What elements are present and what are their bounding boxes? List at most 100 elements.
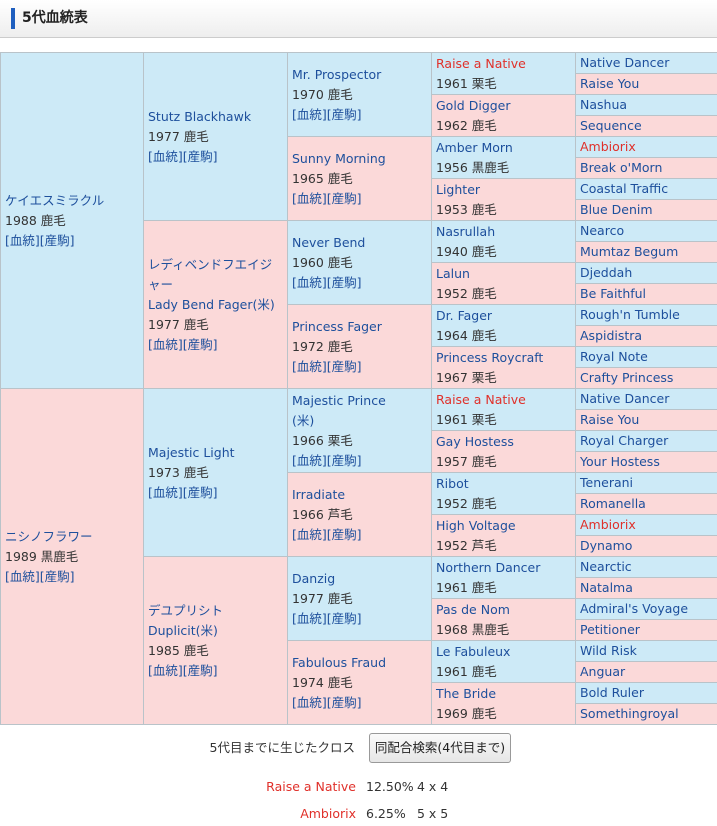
horse-name[interactable]: Nearctic [580, 559, 632, 574]
horse-name[interactable]: Dr. Fager [436, 307, 493, 323]
horse-link[interactable]: [血統] [292, 358, 327, 374]
horse-link[interactable]: [血統] [148, 484, 183, 500]
horse-link[interactable]: [血統] [5, 568, 40, 584]
horse-cell: Raise a Native 1961 栗毛 [431, 52, 576, 95]
horse-link[interactable]: [産駒] [326, 358, 362, 374]
horse-name[interactable]: Raise You [580, 412, 640, 427]
horse-name[interactable]: Gold Digger [436, 97, 511, 113]
horse-link[interactable]: [産駒] [182, 662, 218, 678]
horse-link[interactable]: [産駒] [182, 336, 218, 352]
horse-name[interactable]: Rough'n Tumble [580, 307, 680, 322]
horse-name[interactable]: Raise a Native [436, 55, 526, 71]
horse-name[interactable]: High Voltage [436, 517, 516, 533]
horse-name[interactable]: The Bride [436, 685, 497, 701]
horse-name[interactable]: Lighter [436, 181, 481, 197]
horse-link[interactable]: [血統] [292, 106, 327, 122]
horse-name[interactable]: Wild Risk [580, 643, 637, 658]
horse-cell: Le Fabuleux 1961 鹿毛 [431, 640, 576, 683]
horse-link[interactable]: [血統] [148, 662, 183, 678]
horse-name[interactable]: Raise a Native [436, 391, 526, 407]
horse-name[interactable]: Native Dancer [580, 391, 670, 406]
horse-name[interactable]: Pas de Nom [436, 601, 510, 617]
horse-link[interactable]: [血統] [148, 336, 183, 352]
horse-name[interactable]: Ribot [436, 475, 469, 491]
horse-name[interactable]: Sunny Morning [292, 150, 386, 166]
horse-link[interactable]: [血統] [292, 610, 327, 626]
horse-name[interactable]: Djeddah [580, 265, 633, 280]
horse-name[interactable]: レディベンドフエイジャー [148, 256, 273, 292]
horse-link[interactable]: [産駒] [326, 106, 362, 122]
horse-name[interactable]: Blue Denim [580, 202, 653, 217]
horse-name[interactable]: Stutz Blackhawk [148, 108, 252, 124]
horse-name[interactable]: Princess Roycraft [436, 349, 544, 365]
horse-link[interactable]: [血統] [292, 274, 327, 290]
horse-name[interactable]: Never Bend [292, 234, 366, 250]
horse-link[interactable]: [産駒] [326, 190, 362, 206]
cross-name[interactable]: Ambiorix [300, 806, 356, 821]
horse-link[interactable]: [産駒] [39, 568, 75, 584]
horse-name[interactable]: Irradiate [292, 486, 346, 502]
horse-name[interactable]: Duplicit(米) [148, 622, 218, 638]
horse-name[interactable]: Tenerani [580, 475, 634, 490]
horse-link[interactable]: [血統] [292, 694, 327, 710]
horse-name[interactable]: Raise You [580, 76, 640, 91]
horse-name[interactable]: Somethingroyal [580, 706, 679, 721]
horse-link[interactable]: [産駒] [326, 452, 362, 468]
horse-name[interactable]: Le Fabuleux [436, 643, 511, 659]
horse-name[interactable]: Romanella [580, 496, 646, 511]
horse-name[interactable]: Majestic Prince [292, 392, 386, 408]
horse-name[interactable]: Nashua [580, 97, 628, 112]
horse-name[interactable]: Fabulous Fraud [292, 654, 387, 670]
horse-cell: Ribot 1952 鹿毛 [431, 472, 576, 515]
horse-name[interactable]: Ambiorix [580, 517, 636, 532]
horse-name[interactable]: Crafty Princess [580, 370, 674, 385]
horse-name[interactable]: Coastal Traffic [580, 181, 669, 196]
horse-name[interactable]: Admiral's Voyage [580, 601, 689, 616]
horse-name[interactable]: Break o'Morn [580, 160, 663, 175]
horse-link[interactable]: [産駒] [182, 484, 218, 500]
horse-name[interactable]: Nasrullah [436, 223, 496, 239]
horse-name[interactable]: Danzig [292, 570, 336, 586]
horse-name[interactable]: Lalun [436, 265, 470, 281]
horse-name[interactable]: Bold Ruler [580, 685, 644, 700]
cross-name[interactable]: Raise a Native [266, 779, 356, 794]
horse-name[interactable]: Northern Dancer [436, 559, 541, 575]
horse-name[interactable]: デユプリシト [148, 602, 224, 618]
horse-link[interactable]: [産駒] [326, 694, 362, 710]
horse-link[interactable]: [産駒] [182, 148, 218, 164]
horse-name[interactable]: Aspidistra [580, 328, 643, 343]
horse-name[interactable]: Majestic Light [148, 444, 235, 460]
horse-link[interactable]: [血統] [292, 526, 327, 542]
horse-name[interactable]: Royal Charger [580, 433, 669, 448]
horse-name[interactable]: Nearco [580, 223, 625, 238]
horse-name[interactable]: Amber Morn [436, 139, 513, 155]
horse-name[interactable]: Royal Note [580, 349, 648, 364]
horse-name[interactable]: Gay Hostess [436, 433, 514, 449]
horse-name[interactable]: (米) [292, 412, 315, 428]
horse-name[interactable]: Mr. Prospector [292, 66, 382, 82]
horse-link[interactable]: [産駒] [326, 274, 362, 290]
horse-name[interactable]: Ambiorix [580, 139, 636, 154]
horse-link[interactable]: [血統] [5, 232, 40, 248]
horse-cell: Anguar [575, 661, 717, 683]
horse-name[interactable]: ニシノフラワー [5, 528, 93, 544]
horse-link[interactable]: [産駒] [39, 232, 75, 248]
horse-name[interactable]: Mumtaz Begum [580, 244, 679, 259]
horse-link[interactable]: [産駒] [326, 610, 362, 626]
horse-link[interactable]: [血統] [148, 148, 183, 164]
horse-name[interactable]: Petitioner [580, 622, 640, 637]
horse-name[interactable]: Anguar [580, 664, 626, 679]
horse-link[interactable]: [血統] [292, 190, 327, 206]
horse-name[interactable]: Sequence [580, 118, 642, 133]
horse-name[interactable]: Your Hostess [580, 454, 660, 469]
horse-name[interactable]: Princess Fager [292, 318, 382, 334]
horse-name[interactable]: Be Faithful [580, 286, 647, 301]
horse-name[interactable]: Native Dancer [580, 55, 670, 70]
search-button[interactable]: 同配合検索(4代目まで) [369, 733, 511, 763]
horse-name[interactable]: Dynamo [580, 538, 633, 553]
horse-link[interactable]: [血統] [292, 452, 327, 468]
horse-name[interactable]: ケイエスミラクル [5, 192, 105, 208]
horse-link[interactable]: [産駒] [326, 526, 362, 542]
horse-name[interactable]: Lady Bend Fager(米) [148, 296, 275, 312]
horse-name[interactable]: Natalma [580, 580, 633, 595]
